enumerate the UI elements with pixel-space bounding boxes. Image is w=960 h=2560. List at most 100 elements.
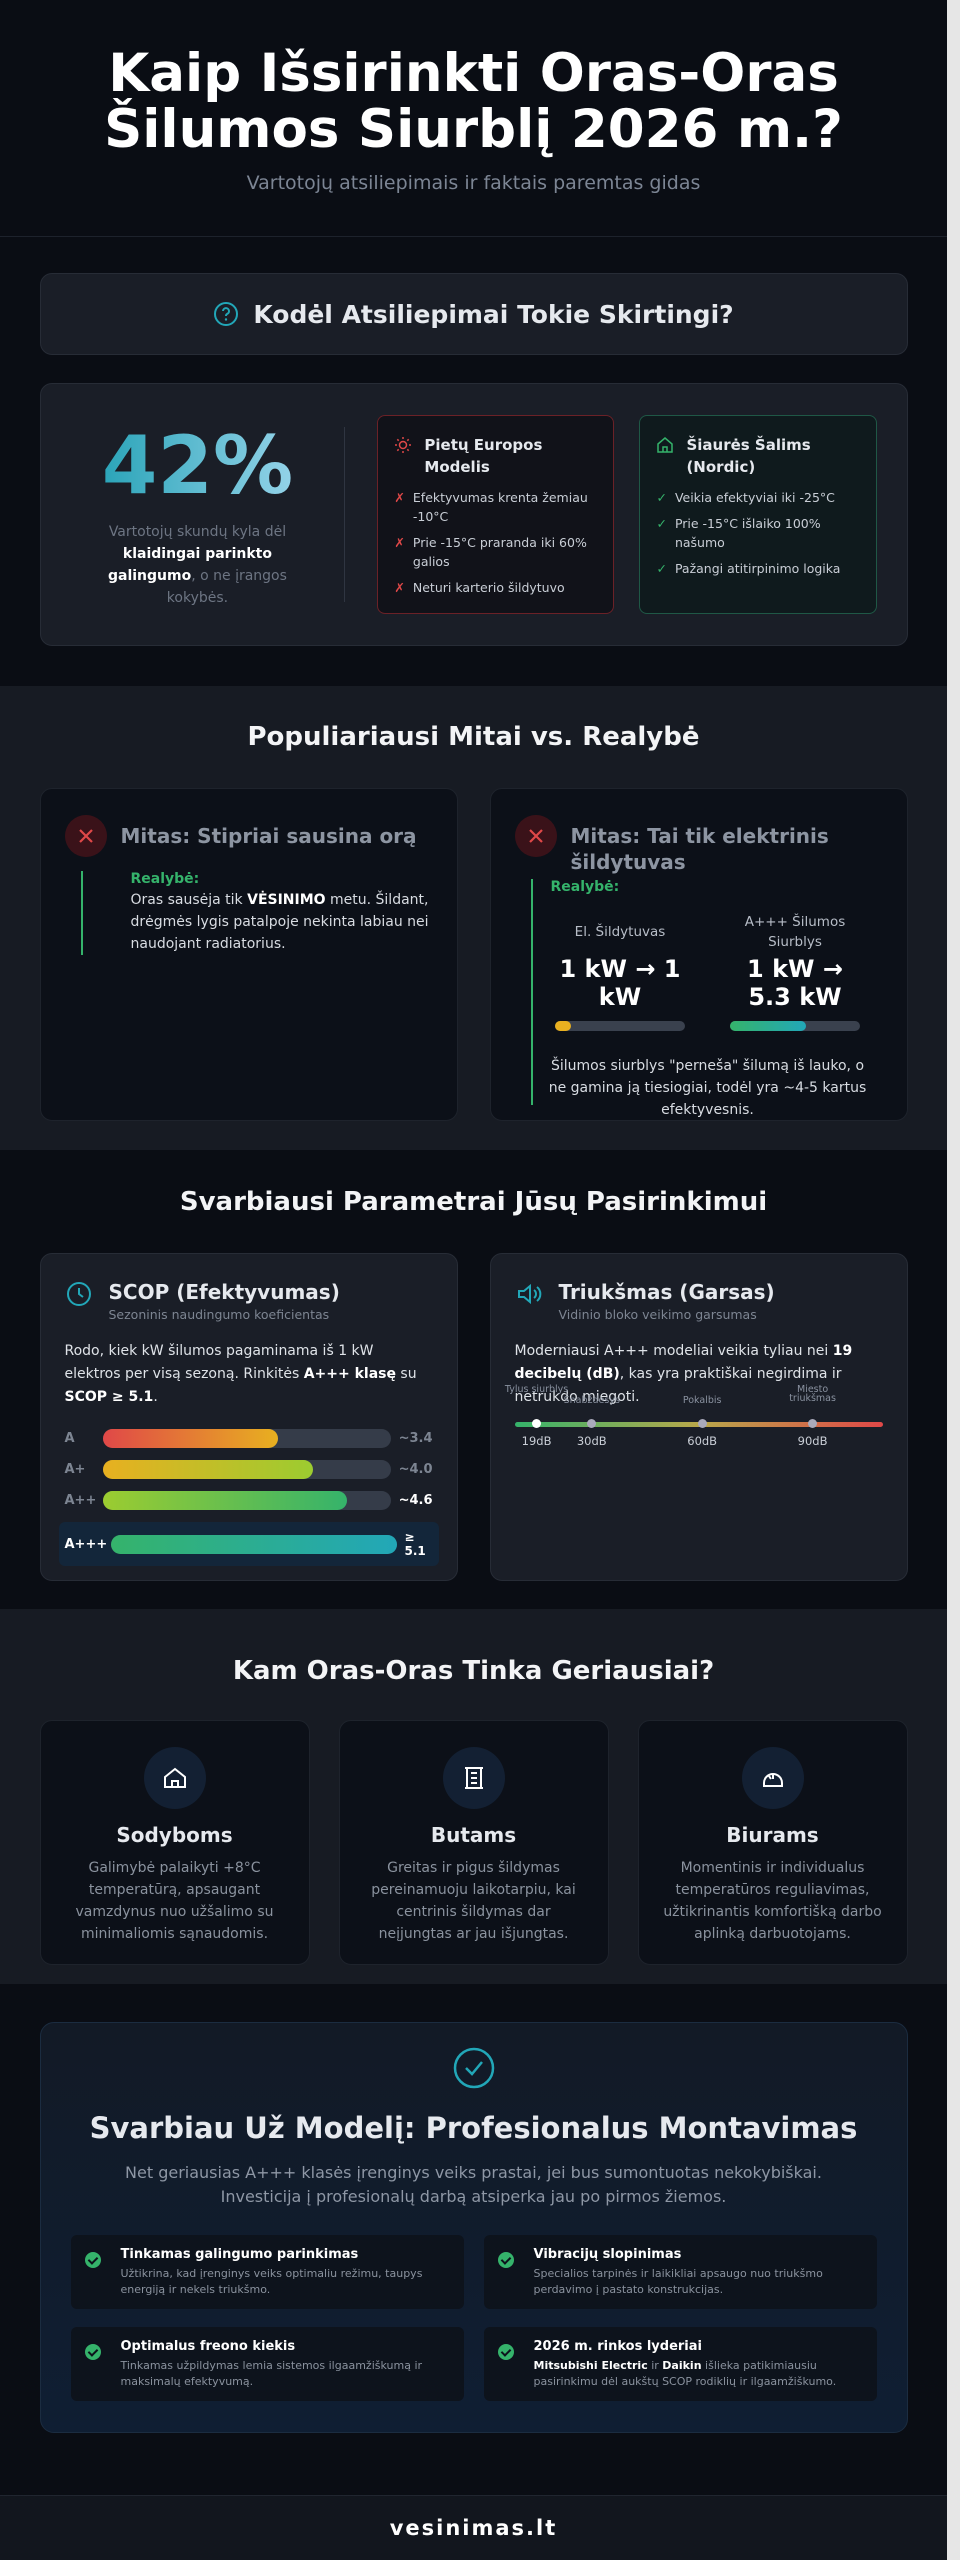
text-bold: 19 decibelų (dB) (514, 1343, 853, 1382)
wrap: Kam Oras-Oras Tinka Geriausiai? Sodyboms… (39, 1656, 908, 1965)
south-box: Pietų Europos Modelis Efektyvumas krenta… (377, 415, 615, 614)
myths-section: Populiariausi Mitai vs. Realybė Mitas: S… (0, 686, 947, 1150)
stat-number: 42% (81, 420, 315, 511)
scale-level: 19dB (521, 1434, 552, 1448)
g (395, 437, 412, 453)
subtitle: Vartotojų atsiliepimais ir faktais parem… (246, 172, 701, 194)
path (657, 437, 674, 453)
i (555, 1021, 571, 1031)
suitability-section: Kam Oras-Oras Tinka Geriausiai? Sodyboms… (0, 1609, 947, 1984)
text-bold: Mitsubishi Electric (533, 2359, 648, 2372)
text-bold: SCOP ≥ 5.1 (64, 1389, 154, 1405)
path (77, 1288, 84, 1298)
title: Kaip Išsirinkti Oras-Oras Šilumos Siurbl… (104, 43, 843, 160)
why-section: Kodėl Atsiliepimai Tokie Skirtingi? 42% … (0, 237, 947, 686)
section-heading: Populiariausi Mitai vs. Realybė (247, 722, 700, 752)
why-heading: Kodėl Atsiliepimai Tokie Skirtingi? (253, 299, 734, 329)
sun-icon (395, 437, 412, 453)
icon-circle (442, 1747, 505, 1809)
scale-marker: Pokalbis 60dB (662, 1385, 742, 1448)
footer-brand: vesinimas.lt (389, 2516, 558, 2540)
suit-card: Butams Greitas ir pigus šildymas pereinam… (338, 1720, 609, 1965)
compare-value: 1 kW → 1 kW (559, 955, 681, 1011)
item-title: Tinkamas galingumo parinkimas (120, 2247, 359, 2262)
scale-level: 60dB (687, 1434, 718, 1448)
text-bold: Daikin (662, 2359, 702, 2372)
i (102, 1429, 279, 1448)
dot (697, 1419, 707, 1428)
suit-text: Galimybė palaikyti +8°C temperatūrą, aps… (75, 1860, 274, 1942)
helmet-icon (762, 1773, 783, 1787)
text-part: Vartotojų skundų kyla dėl (108, 523, 287, 540)
reality: Realybė: El. Šildytuvas 1 kW → 1 kW A+++ … (530, 879, 883, 1118)
class-label: A+++ (64, 1536, 108, 1552)
compare-label: A+++ Šilumos Siurblys (744, 914, 846, 950)
class-value: ~4.0 (398, 1462, 433, 1477)
suit-title: Biurams (726, 1823, 819, 1847)
circle (214, 302, 239, 326)
circle (399, 440, 408, 450)
i (102, 1460, 313, 1479)
myth-card: Mitas: Tai tik elektrinis šildytuvas Rea… (489, 788, 908, 1121)
class-value: ≥ 5.1 (404, 1530, 426, 1558)
class-label: A++ (64, 1493, 97, 1508)
icon-circle (143, 1747, 206, 1809)
text-part: , o ne įrangos kokybės. (166, 567, 287, 606)
text-part: su (395, 1366, 417, 1382)
install-item: Vibracijų slopinimas Specialios tarpinės … (483, 2235, 877, 2309)
params-section: Svarbiausi Parametrai Jūsų Pasirinkimui … (0, 1150, 947, 1609)
clock-icon (66, 1282, 91, 1306)
dot (532, 1419, 542, 1428)
item-title: Vibracijų slopinimas (533, 2247, 682, 2262)
card-subtitle: Vidinio bloko veikimo garsumas (558, 1307, 757, 1322)
install-text: Net geriausias A+++ klasės įrenginys vei… (41, 2161, 907, 2209)
i (110, 1534, 397, 1554)
card-title: SCOP (Efektyvumas) (108, 1280, 340, 1304)
compare: El. Šildytuvas 1 kW → 1 kW A+++ Šilumos S… (533, 909, 883, 1031)
item-text: Tinkamas užpildymas lemia sistemos ilgaa… (120, 2359, 423, 2388)
compare-value: 1 kW → 5.3 kW (747, 955, 843, 1011)
myth-card: Mitas: Stipriai sausina orą Realybė: Ora… (39, 788, 458, 1121)
scale-marker: Šnabždesys 30dB (552, 1385, 632, 1448)
text-part: , kas yra praktiškai negirdima ir netruk… (514, 1366, 842, 1405)
x-icon (514, 815, 557, 857)
divider (344, 427, 346, 602)
home-icon (163, 1767, 186, 1788)
compare-item: El. Šildytuvas 1 kW → 1 kW (555, 909, 685, 1031)
suit-title: Butams (430, 1823, 517, 1847)
item-title: 2026 m. rinkos lyderiai (533, 2339, 702, 2354)
class-label: A+ (64, 1462, 86, 1477)
text-part: . (153, 1389, 158, 1405)
path (170, 1780, 179, 1787)
suit-card: Sodyboms Galimybė palaikyti +8°C temperat… (39, 1720, 310, 1965)
tr (110, 1534, 397, 1554)
class-row: A ~3.4 (65, 1429, 433, 1448)
tr (102, 1491, 391, 1510)
scop-card: SCOP (Efektyvumas) Sezoninis naudingumo k… (39, 1253, 458, 1581)
row: Sodyboms Galimybė palaikyti +8°C temperat… (39, 1720, 908, 1965)
mh: Mitas: Stipriai sausina orą (64, 815, 433, 857)
install-item: Tinkamas galingumo parinkimas Užtikrina, … (70, 2235, 464, 2309)
t: Šiaurės Šalims (Nordic) (656, 434, 859, 478)
circle (453, 2047, 494, 2089)
path (163, 1767, 186, 1788)
north-item: Veikia efektyviai iki -25°C (656, 488, 859, 507)
scale-marker: Tylus siurblys 19dB (497, 1385, 577, 1448)
wrap: Kodėl Atsiliepimai Tokie Skirtingi? 42% … (39, 273, 908, 646)
south-item: Prie -15°C praranda iki 60% galios (394, 533, 597, 571)
path (662, 446, 669, 452)
text-part: Moderniausi A+++ modeliai veikia tyliau … (514, 1343, 833, 1359)
text-bold: klaidingai parinkto galingumo (107, 545, 272, 584)
suit-text: Momentinis ir individualus temperatūros … (663, 1860, 882, 1942)
install-item: Optimalus freono kiekis Tinkamas užpildym… (70, 2327, 464, 2401)
install-card: Svarbiau Už Modelį: Profesionalus Montav… (39, 2022, 908, 2433)
path (222, 307, 231, 317)
north-list: Veikia efektyviai iki -25°C Prie -15°C iš… (656, 488, 859, 578)
circle (225, 318, 228, 321)
speaker-icon (517, 1283, 541, 1305)
scale-label: Šnabždesys (563, 1395, 620, 1406)
item-text: Užtikrina, kad įrenginys veiks optimaliu… (120, 2267, 423, 2296)
text-part: Rodo, kiek kW šilumos pagaminama iš 1 kW… (64, 1343, 374, 1382)
noise-scale: Tylus siurblys 19dB Šnabždesys 30dB Pokalb… (505, 1385, 883, 1448)
